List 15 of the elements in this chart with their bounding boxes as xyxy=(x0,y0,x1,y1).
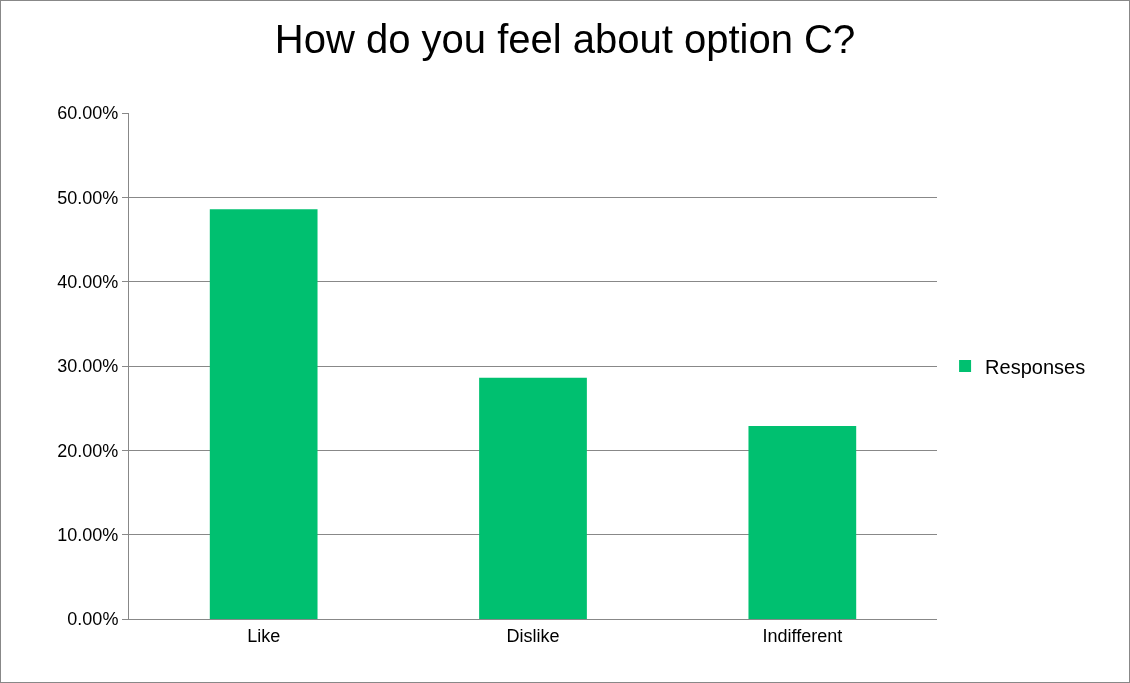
legend-label: Responses xyxy=(985,355,1086,378)
y-tick-label: 40.00% xyxy=(57,271,119,292)
bar xyxy=(748,425,857,619)
y-tick-label: 30.00% xyxy=(57,356,119,377)
y-tick-label: 0.00% xyxy=(67,609,119,630)
bar xyxy=(479,377,587,619)
chart-title: How do you feel about option C? xyxy=(274,16,856,61)
x-tick-label: Like xyxy=(247,625,281,646)
y-tick-label: 50.00% xyxy=(57,187,119,208)
y-tick-label: 20.00% xyxy=(57,440,119,461)
y-tick-label: 60.00% xyxy=(57,103,119,124)
bar xyxy=(209,209,318,619)
y-tick-label: 10.00% xyxy=(57,524,119,545)
x-tick-label: Indifferent xyxy=(762,625,843,646)
x-tick-label: Dislike xyxy=(506,625,560,646)
